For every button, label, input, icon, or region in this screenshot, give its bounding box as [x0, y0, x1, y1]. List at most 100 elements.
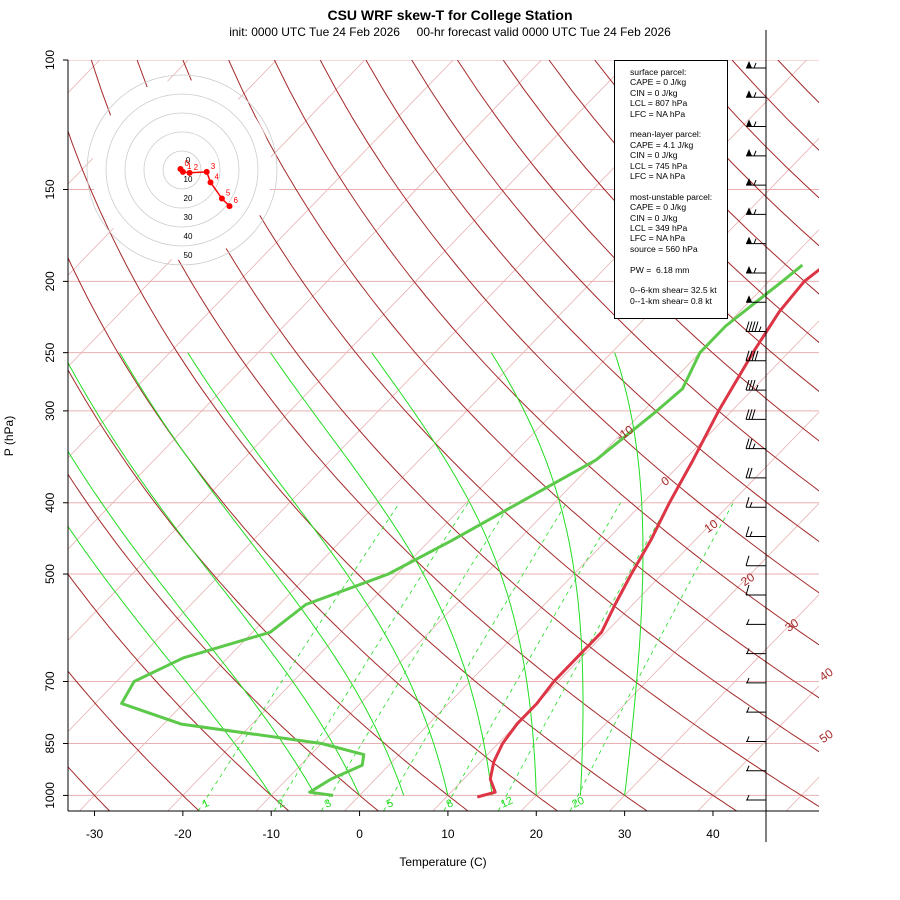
- hodograph-point-label: 3: [211, 162, 216, 171]
- dry-adiabat-line: [502, 60, 819, 393]
- surface-parcel-info: surface parcel: CAPE = 0 J/kg CIN = 0 J/kg…: [630, 67, 727, 119]
- hodograph-point: [203, 168, 210, 175]
- barb-half-flag: [746, 765, 750, 771]
- x-tick-label: 40: [706, 827, 720, 841]
- surface-parcel-line: CIN = 0 J/kg: [630, 87, 678, 98]
- dry-adiabat-line: [68, 670, 200, 811]
- moist-adiabat-line: [187, 352, 449, 796]
- moist-adiabat-line: [68, 525, 272, 796]
- chart-title: CSU WRF skew-T for College Station: [327, 7, 573, 23]
- wind-barb: [745, 321, 766, 333]
- dry-adiabat-line: [228, 60, 819, 699]
- mixing-ratio-label: 5: [385, 797, 396, 810]
- sounding-profiles: [120, 263, 819, 799]
- surface-parcel-line: CAPE = 0 J/kg: [630, 77, 687, 88]
- barb-flag: [748, 467, 753, 479]
- hodograph-ring-label: 0: [186, 156, 191, 165]
- barb-half-flag: [753, 150, 757, 157]
- isotherm-label: 20: [738, 570, 757, 589]
- x-tick-label: -30: [86, 827, 104, 841]
- barb-flag: [751, 409, 756, 420]
- wind-barb: [745, 409, 766, 420]
- barb-half-flag: [746, 677, 750, 684]
- y-tick-label: 100: [43, 50, 57, 70]
- wind-barb: [745, 526, 766, 537]
- isotherm-label: 50: [817, 727, 836, 746]
- wind-barb: [746, 119, 766, 128]
- dry-adiabat-line: [869, 60, 900, 811]
- axes: Temperature (C) P (hPa) 1001502002503004…: [2, 50, 819, 869]
- barb-pennant: [746, 178, 752, 186]
- moist-adiabat-line: [68, 450, 316, 796]
- wind-barb: [746, 90, 766, 98]
- y-tick-label: 150: [43, 179, 57, 199]
- barb-pennant: [746, 236, 752, 244]
- hodograph-point-label: 4: [215, 172, 220, 181]
- mixing-ratio-label: 20: [570, 795, 586, 811]
- hodograph-ring-label: 30: [184, 213, 193, 222]
- moist-adiabat-line: [614, 352, 644, 796]
- dewpoint-profile: [120, 263, 804, 797]
- mixing-ratio-line: [320, 502, 511, 811]
- barb-flag: [751, 350, 756, 361]
- mixing-ratio-lines: [197, 502, 734, 811]
- hodograph-ring: [162, 150, 202, 190]
- parcel-info-box: surface parcel: CAPE = 0 J/kg CIN = 0 J/kg…: [614, 60, 728, 319]
- most-unstable-parcel-line: CIN = 0 J/kg: [630, 212, 678, 223]
- mean-layer-parcel-line: LCL = 745 hPa: [630, 160, 688, 171]
- barb-flag: [745, 379, 750, 391]
- mixing-ratio-line: [197, 502, 400, 811]
- isotherm-line: [344, 320, 819, 811]
- mixing-ratio-line: [569, 502, 734, 811]
- wind-barb: [746, 677, 766, 684]
- mixing-ratio-line: [497, 502, 670, 811]
- mixing-ratio-label: 12: [499, 795, 515, 811]
- chart-subtitle: init: 0000 UTC Tue 24 Feb 2026 00-hr for…: [229, 25, 671, 39]
- barb-pennant: [746, 207, 752, 215]
- y-tick-label: 300: [43, 401, 57, 421]
- isotherm-label: 10: [701, 516, 720, 535]
- barb-flag: [748, 379, 753, 391]
- barb-half-flag: [753, 267, 757, 274]
- precipitable-water: PW = 6.18 mm: [630, 264, 690, 275]
- wind-barb: [746, 648, 766, 655]
- most-unstable-parcel-line: LCL = 349 hPa: [630, 223, 688, 234]
- barb-half-flag: [752, 443, 756, 449]
- temperature-profile: [476, 267, 819, 799]
- dry-adiabat-line: [68, 256, 558, 811]
- hodograph-ring: [105, 93, 259, 247]
- barb-half-flag: [753, 209, 757, 215]
- barb-flag: [751, 321, 756, 332]
- shear-line: 0--6-km shear= 32.5 kt: [630, 285, 717, 296]
- isotherm-line: [68, 60, 631, 641]
- isotherm-label: 30: [782, 615, 801, 634]
- wind-barb: [746, 295, 766, 303]
- barb-flag: [745, 526, 750, 537]
- hodograph-point: [186, 169, 193, 176]
- mean-layer-parcel-line: mean-layer parcel:: [630, 129, 702, 140]
- y-tick-label: 700: [43, 671, 57, 691]
- moist-adiabats: [68, 352, 644, 796]
- wind-barb: [746, 236, 766, 245]
- hodograph-ring-label: 40: [184, 232, 193, 241]
- mean-layer-parcel-line: LFC = NA hPa: [630, 171, 686, 182]
- hodograph-ring: [143, 131, 221, 209]
- isotherm-label: 40: [817, 665, 836, 684]
- surface-parcel-line: surface parcel:: [630, 67, 687, 77]
- wind-barb: [746, 207, 766, 215]
- y-tick-label: 850: [43, 733, 57, 753]
- barb-half-flag: [746, 736, 750, 742]
- barb-half-flag: [753, 62, 757, 69]
- barb-pennant: [746, 265, 752, 273]
- moist-adiabat-line: [270, 352, 493, 796]
- x-tick-label: -20: [174, 827, 192, 841]
- barb-flag: [748, 438, 753, 449]
- barb-half-flag: [746, 619, 750, 625]
- hodograph-point-label: 6: [234, 196, 239, 205]
- barb-half-flag: [753, 179, 757, 186]
- barb-pennant: [746, 119, 752, 127]
- most-unstable-parcel-line: CAPE = 0 J/kg: [630, 202, 687, 213]
- barb-flag: [754, 321, 759, 332]
- hodograph-point-label: 2: [194, 163, 199, 172]
- x-tick-label: 20: [530, 827, 544, 841]
